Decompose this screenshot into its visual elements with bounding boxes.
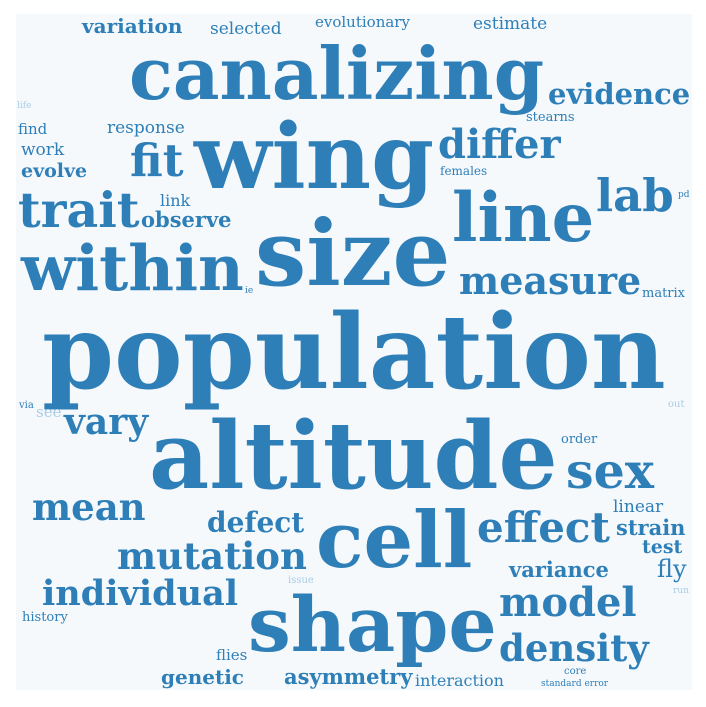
word: variance (509, 557, 609, 582)
word: evolve (21, 160, 88, 182)
word: test (642, 536, 683, 558)
word: via (19, 400, 34, 411)
word: issue (288, 575, 314, 586)
word: shape (248, 580, 497, 669)
word: vary (64, 401, 149, 443)
word: differ (438, 121, 561, 168)
word: sex (566, 442, 654, 500)
word: linear (613, 497, 664, 517)
word: asymmetry (284, 664, 413, 689)
word: standard error (541, 679, 609, 689)
word: fly (657, 555, 687, 583)
word: effect (477, 503, 610, 552)
word: evolutionary (315, 14, 410, 31)
word: cell (316, 495, 473, 586)
word-cloud: population altitude size wing cell shape canal… (16, 14, 692, 690)
word: response (107, 118, 185, 138)
word: mean (32, 485, 146, 529)
word: density (499, 626, 649, 670)
word: genetic (161, 665, 244, 689)
word: lab (596, 169, 674, 222)
word: model (499, 579, 637, 626)
word: strain (616, 515, 686, 540)
word: defect (207, 506, 305, 539)
word: mutation (117, 534, 307, 578)
word: population (42, 292, 666, 413)
word: core (564, 666, 587, 677)
word: observe (141, 207, 232, 232)
word: canalizing (129, 31, 545, 116)
word: flies (216, 646, 248, 664)
word: within (21, 231, 244, 305)
word: order (561, 432, 598, 447)
word: life (17, 101, 32, 111)
word: evidence (548, 77, 691, 111)
word: females (440, 164, 488, 178)
word: altitude (149, 401, 558, 510)
word: variation (82, 14, 183, 38)
word: matrix (642, 286, 686, 301)
word: stearns (526, 110, 575, 125)
word: find (18, 120, 48, 138)
word: pd (678, 190, 690, 200)
word: fit (130, 134, 184, 187)
word: ie (245, 286, 254, 296)
word: interaction (415, 671, 504, 690)
word: line (452, 178, 595, 257)
word: trait (18, 181, 140, 239)
word: selected (210, 19, 282, 39)
word: link (160, 191, 191, 210)
word: see (36, 403, 62, 421)
word: estimate (473, 14, 548, 34)
word: out (668, 399, 685, 410)
word: wing (194, 104, 435, 210)
word: size (255, 201, 451, 307)
word: history (22, 610, 68, 625)
word: individual (42, 573, 239, 614)
word: work (21, 140, 65, 160)
word: measure (459, 258, 642, 303)
word: run (673, 586, 689, 596)
